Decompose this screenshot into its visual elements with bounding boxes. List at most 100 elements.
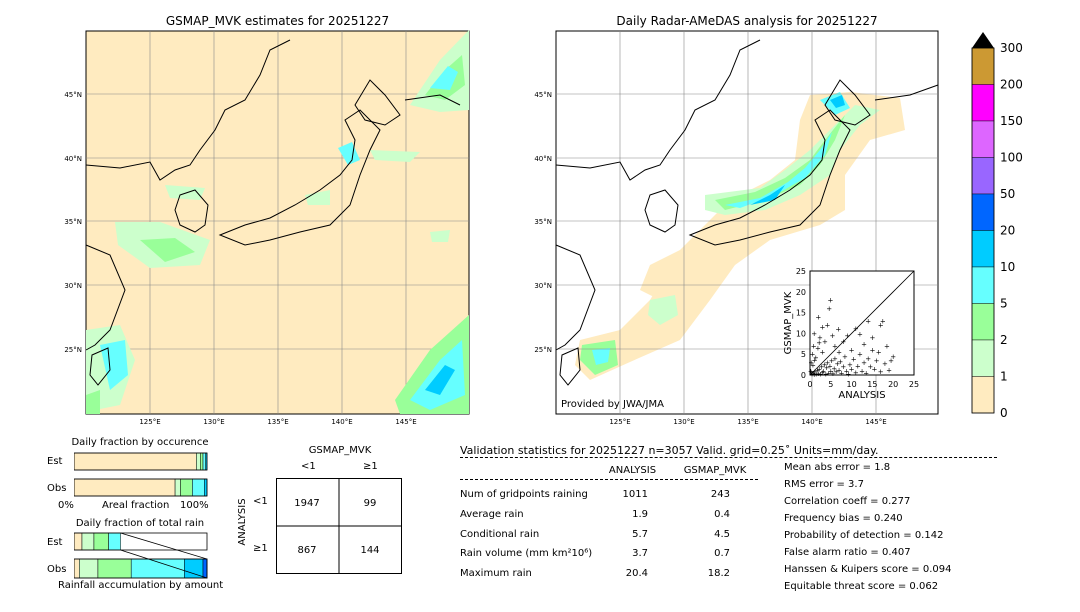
scatter-point: + bbox=[832, 342, 838, 350]
fraction-bar-outline bbox=[74, 452, 208, 471]
fraction-segment bbox=[97, 558, 132, 579]
fraction-segment bbox=[174, 478, 181, 497]
svg-text:130°E: 130°E bbox=[673, 418, 694, 426]
svg-text:145°E: 145°E bbox=[865, 418, 886, 426]
scatter-point: + bbox=[825, 322, 831, 330]
contingency-grid: 1947 99 867 144 bbox=[276, 478, 402, 574]
svg-text:30°N: 30°N bbox=[64, 282, 82, 290]
scatter-point: + bbox=[845, 332, 851, 340]
validation-divider bbox=[460, 457, 997, 458]
scatter-point: + bbox=[827, 297, 833, 305]
colorbar-label: 200 bbox=[1000, 78, 1023, 92]
fraction-segment bbox=[108, 532, 121, 551]
scatter-diagonal bbox=[809, 270, 915, 376]
scatter-point: + bbox=[853, 369, 859, 377]
scatter-point: + bbox=[844, 367, 850, 375]
colorbar-segment bbox=[971, 84, 995, 122]
svg-text:125°E: 125°E bbox=[609, 418, 630, 426]
scatter-point: + bbox=[865, 317, 871, 325]
contingency-cell-b: 99 bbox=[364, 498, 377, 509]
svg-text:45°N: 45°N bbox=[64, 91, 82, 99]
scatter-point: + bbox=[820, 367, 826, 375]
scatter-point: + bbox=[830, 332, 836, 340]
svg-text:40°N: 40°N bbox=[64, 155, 82, 163]
validation-row-label: Num of gridpoints raining bbox=[460, 489, 588, 500]
svg-text:140°E: 140°E bbox=[801, 418, 822, 426]
total-rain-est-label: Est bbox=[47, 537, 63, 548]
colorbar-segment bbox=[971, 230, 995, 268]
scatter-point: + bbox=[825, 359, 831, 367]
colorbar-label: 100 bbox=[1000, 151, 1023, 165]
left-map-rain-patches bbox=[86, 30, 469, 414]
fraction-segment bbox=[180, 478, 193, 497]
svg-text:45°N: 45°N bbox=[534, 91, 552, 99]
colorbar-label: 150 bbox=[1000, 114, 1023, 128]
scatter-point: + bbox=[815, 367, 821, 375]
fraction-bar-outline bbox=[74, 532, 208, 551]
scatter-point: + bbox=[817, 334, 823, 342]
scatter-point: + bbox=[849, 365, 855, 373]
scatter-point: + bbox=[831, 365, 837, 373]
validation-row-analysis: 1.9 bbox=[632, 509, 648, 520]
scatter-point: + bbox=[808, 359, 814, 367]
scatter-point: + bbox=[836, 367, 842, 375]
total-rain-axis-label: Rainfall accumulation by amount bbox=[58, 580, 224, 591]
scatter-xtick: 10 bbox=[847, 380, 857, 389]
scatter-point: + bbox=[817, 371, 823, 379]
scatter-point: + bbox=[857, 351, 863, 359]
scatter-point: + bbox=[813, 370, 819, 378]
colorbar-segment bbox=[971, 266, 995, 304]
total-rain-est-bar bbox=[74, 532, 208, 551]
scatter-point: + bbox=[812, 357, 818, 365]
scatter-inset: ++++++++++++++++++++++++++++++++++++++++… bbox=[783, 267, 919, 401]
validation-table-divider bbox=[460, 479, 758, 480]
fraction-segment bbox=[202, 558, 208, 579]
scatter-point: + bbox=[861, 340, 867, 348]
left-map-lon-labels: 125°E 130°E 135°E 140°E 145°E bbox=[139, 418, 416, 426]
svg-text:25°N: 25°N bbox=[64, 346, 82, 354]
scatter-point: + bbox=[813, 354, 819, 362]
validation-row-label: Rain volume (mm km²10⁶) bbox=[460, 548, 593, 559]
svg-text:135°E: 135°E bbox=[267, 418, 288, 426]
colorbar-segment bbox=[971, 157, 995, 195]
colorbar-label: 2 bbox=[1000, 333, 1008, 347]
scatter-point: + bbox=[869, 347, 875, 355]
colorbar-segment bbox=[971, 339, 995, 377]
score-rms-error: RMS error = 3.7 bbox=[784, 479, 864, 490]
scatter-point: + bbox=[886, 367, 892, 375]
score-correlation: Correlation coeff = 0.277 bbox=[784, 496, 911, 507]
scatter-point: + bbox=[816, 365, 822, 373]
scatter-point: + bbox=[832, 355, 838, 363]
contingency-col-ge: ≥1 bbox=[363, 461, 378, 472]
scatter-point: + bbox=[833, 368, 839, 376]
scatter-point: + bbox=[820, 369, 826, 377]
scatter-point: + bbox=[811, 342, 817, 350]
colorbar-segment bbox=[971, 193, 995, 231]
scatter-ytick: 25 bbox=[796, 267, 806, 276]
contingency-title: GSMAP_MVK bbox=[308, 445, 372, 456]
scatter-point: + bbox=[835, 326, 841, 334]
score-equitable-threat: Equitable threat score = 0.062 bbox=[784, 581, 939, 592]
score-false-alarm: False alarm ratio = 0.407 bbox=[784, 547, 911, 558]
validation-col-analysis: ANALYSIS bbox=[608, 465, 657, 476]
colorbar-label: 20 bbox=[1000, 224, 1015, 238]
scatter-point: + bbox=[827, 362, 833, 370]
scatter-point: + bbox=[869, 334, 875, 342]
scatter-point: + bbox=[808, 367, 814, 375]
validation-row-label: Average rain bbox=[460, 509, 524, 520]
validation-row-gsmap: 243 bbox=[710, 489, 730, 500]
contingency-col-lt: <1 bbox=[301, 461, 316, 472]
contingency-cell-d: 144 bbox=[360, 545, 379, 556]
right-map-coastlines bbox=[555, 39, 939, 386]
scatter-point: + bbox=[815, 344, 821, 352]
fraction-segment bbox=[192, 478, 205, 497]
fraction-segment bbox=[74, 452, 197, 471]
contingency-cell-c: 867 bbox=[297, 545, 316, 556]
total-rain-obs-label: Obs bbox=[47, 564, 67, 575]
occurrence-axis-left: 0% bbox=[58, 500, 74, 511]
svg-text:125°E: 125°E bbox=[139, 418, 160, 426]
scatter-point: + bbox=[840, 363, 846, 371]
total-rain-title: Daily fraction of total rain bbox=[75, 518, 205, 529]
scatter-point: + bbox=[810, 362, 816, 370]
scatter-xlabel: ANALYSIS bbox=[838, 390, 885, 401]
